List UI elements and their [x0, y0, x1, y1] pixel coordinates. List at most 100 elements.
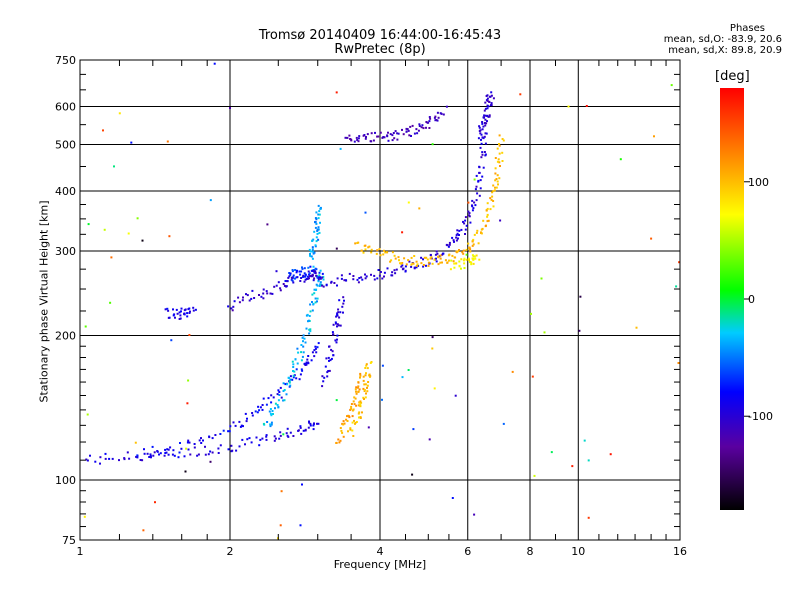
- scatter-point: [250, 441, 253, 444]
- scatter-point: [364, 273, 366, 276]
- scatter-point: [315, 268, 318, 271]
- scatter-point: [369, 362, 372, 364]
- scatter-point: [135, 455, 138, 458]
- colorbar-ticks: 100 0 -100: [744, 176, 773, 423]
- scatter-point: [472, 243, 475, 246]
- scatter-point: [479, 146, 482, 149]
- scatter-point: [486, 202, 489, 205]
- scatter-point: [393, 137, 396, 140]
- scatter-point: [141, 239, 144, 242]
- scatter-point: [354, 242, 357, 245]
- scatter-point: [314, 217, 317, 219]
- scatter-point: [266, 292, 269, 295]
- scatter-point: [464, 228, 467, 231]
- scatter-point: [472, 238, 475, 241]
- scatter-point: [373, 274, 376, 277]
- y-tick-label: 500: [55, 139, 76, 152]
- scatter-point: [379, 271, 382, 273]
- scatter-point: [635, 326, 638, 329]
- scatter-point: [453, 262, 456, 265]
- scatter-point: [465, 258, 468, 261]
- scatter-point: [179, 314, 182, 317]
- scatter-point: [429, 117, 432, 120]
- scatter-point: [149, 453, 152, 456]
- scatter-point: [139, 459, 142, 461]
- scatter-point: [189, 310, 191, 313]
- scatter-point: [314, 297, 317, 300]
- scatter-point: [344, 136, 347, 139]
- scatter-point: [128, 457, 131, 460]
- scatter-point: [415, 128, 418, 131]
- scatter-point: [494, 167, 497, 170]
- scatter-point: [319, 269, 322, 272]
- scatter-point: [394, 130, 397, 133]
- scatter-point: [309, 424, 312, 427]
- scatter-point: [312, 252, 315, 255]
- scatter-point: [477, 137, 480, 140]
- scatter-point: [431, 347, 434, 350]
- scatter-point: [478, 194, 481, 197]
- scatter-point: [376, 277, 379, 280]
- scatter-point: [339, 427, 342, 429]
- scatter-point: [362, 375, 365, 378]
- scatter-point: [336, 284, 338, 287]
- x-tick-label: 1: [77, 545, 84, 558]
- scatter-point: [437, 263, 440, 266]
- scatter-point: [338, 299, 341, 302]
- scatter-point: [323, 376, 326, 379]
- scatter-point: [412, 262, 415, 265]
- scatter-point: [319, 281, 322, 284]
- scatter-point: [336, 314, 339, 316]
- scatter-point: [310, 255, 313, 258]
- scatter-point: [484, 118, 487, 121]
- scatter-point: [284, 383, 287, 386]
- scatter-point: [421, 124, 424, 127]
- scatter-point: [168, 235, 171, 238]
- scatter-point: [497, 183, 499, 186]
- scatter-point: [259, 406, 262, 409]
- scatter-point: [254, 410, 257, 413]
- scatter-point: [357, 390, 360, 393]
- scatter-point: [494, 186, 496, 189]
- scatter-point: [186, 441, 189, 444]
- scatter-point: [474, 204, 477, 207]
- scatter-point: [308, 421, 311, 424]
- scatter-point: [362, 379, 365, 382]
- scatter-point: [312, 302, 315, 305]
- scatter-point: [312, 428, 315, 431]
- scatter-point: [349, 428, 352, 431]
- scatter-point: [307, 355, 310, 357]
- scatter-point: [232, 305, 235, 308]
- scatter-point: [456, 229, 459, 232]
- scatter-point: [489, 208, 492, 211]
- scatter-point: [468, 247, 471, 250]
- scatter-point: [158, 453, 160, 456]
- scatter-point: [372, 139, 375, 142]
- scatter-point: [578, 329, 581, 332]
- scatter-point: [494, 157, 497, 159]
- scatter-point: [334, 321, 337, 324]
- scatter-point: [291, 360, 294, 363]
- scatter-point: [305, 361, 308, 364]
- grid-lines: [80, 60, 680, 540]
- scatter-point: [302, 340, 304, 343]
- scatter-point: [365, 363, 368, 366]
- scatter-point: [495, 178, 498, 180]
- scatter-point: [321, 276, 324, 279]
- scatter-point: [279, 434, 282, 437]
- scatter-point: [304, 428, 307, 431]
- scatter-point: [481, 121, 484, 123]
- scatter-point: [261, 408, 264, 411]
- scatter-point: [363, 383, 366, 386]
- scatter-point: [260, 295, 263, 298]
- scatter-point: [462, 252, 465, 255]
- scatter-point: [289, 384, 292, 387]
- scatter-point: [302, 429, 305, 432]
- scatter-point: [207, 453, 210, 456]
- scatter-point: [348, 272, 351, 275]
- scatter-point: [442, 252, 445, 255]
- scatter-point: [489, 197, 492, 200]
- scatter-point: [460, 228, 463, 231]
- colorbar-tick-label: 100: [748, 176, 769, 189]
- scatter-point: [502, 422, 505, 425]
